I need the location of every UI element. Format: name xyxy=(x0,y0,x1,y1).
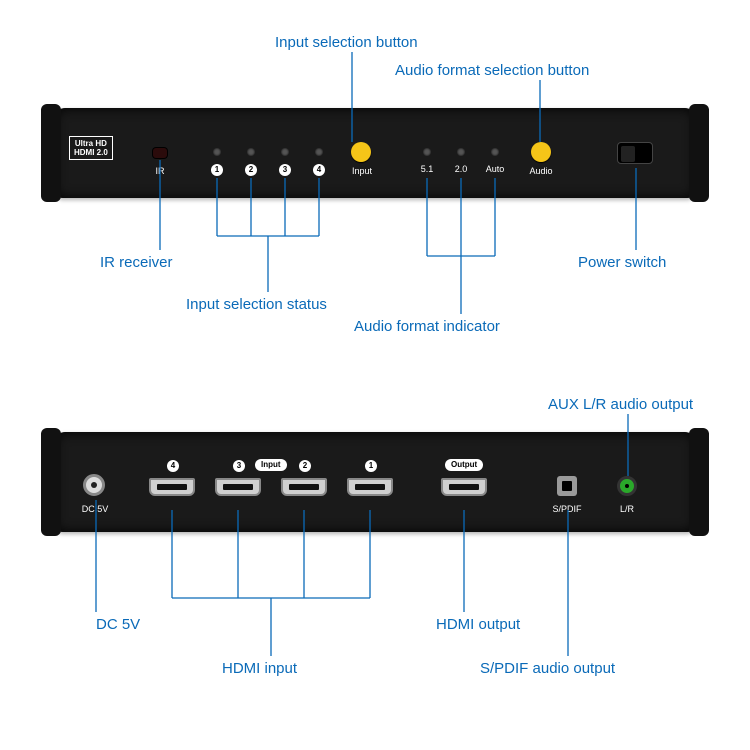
callout-dc5v: DC 5V xyxy=(96,616,140,633)
audio-led-51 xyxy=(423,148,431,156)
callout-hdmi-in: HDMI input xyxy=(222,660,297,677)
hdmi-output xyxy=(441,478,487,496)
hdmi-in-3 xyxy=(215,478,261,496)
output-pill: Output xyxy=(445,459,483,471)
audio-led-auto xyxy=(491,148,499,156)
input-led-3 xyxy=(281,148,289,156)
input-select-button[interactable] xyxy=(351,142,371,162)
input-num-3: 3 xyxy=(279,164,291,176)
callout-audio-sel-btn: Audio format selection button xyxy=(395,62,589,79)
ir-receiver xyxy=(153,148,167,158)
input-led-2 xyxy=(247,148,255,156)
audio-mode-auto: Auto xyxy=(481,164,509,174)
spdif-label: S/PDIF xyxy=(547,504,587,514)
hdmi-in-4 xyxy=(149,478,195,496)
dc-label: DC 5V xyxy=(77,504,113,514)
input-num-4: 4 xyxy=(313,164,325,176)
dc-jack xyxy=(83,474,105,496)
audio-mode-51: 5.1 xyxy=(415,164,439,174)
callout-ir-receiver: IR receiver xyxy=(100,254,173,271)
hdmi-num-3: 3 xyxy=(233,460,245,472)
hdmi-in-1 xyxy=(347,478,393,496)
hdmi-num-1: 1 xyxy=(365,460,377,472)
power-switch[interactable] xyxy=(617,142,653,164)
input-pill: Input xyxy=(255,459,287,471)
callout-input-status: Input selection status xyxy=(186,296,327,313)
hdmi-num-4: 4 xyxy=(167,460,179,472)
audio-led-20 xyxy=(457,148,465,156)
lr-label: L/R xyxy=(611,504,643,514)
audio-select-button[interactable] xyxy=(531,142,551,162)
callout-aux-out: AUX L/R audio output xyxy=(548,396,693,413)
callout-input-sel-btn: Input selection button xyxy=(275,34,418,51)
input-num-1: 1 xyxy=(211,164,223,176)
spdif-port xyxy=(557,476,577,496)
hdmi-in-2 xyxy=(281,478,327,496)
input-led-4 xyxy=(315,148,323,156)
badge-line2: HDMI 2.0 xyxy=(74,148,108,157)
callout-hdmi-out: HDMI output xyxy=(436,616,520,633)
device-front-panel: Ultra HD HDMI 2.0 IR 1 2 3 4 Input 5.1 2… xyxy=(55,108,695,198)
ultra-hd-badge: Ultra HD HDMI 2.0 xyxy=(69,136,113,160)
badge-line1: Ultra HD xyxy=(75,139,107,148)
input-led-1 xyxy=(213,148,221,156)
callout-spdif-out: S/PDIF audio output xyxy=(480,660,615,677)
hdmi-num-2: 2 xyxy=(299,460,311,472)
audio-mode-20: 2.0 xyxy=(449,164,473,174)
aux-jack xyxy=(617,476,637,496)
ir-label: IR xyxy=(151,166,169,176)
audio-btn-label: Audio xyxy=(523,166,559,176)
callout-audio-indicator: Audio format indicator xyxy=(354,318,500,335)
callout-power-switch: Power switch xyxy=(578,254,666,271)
input-num-2: 2 xyxy=(245,164,257,176)
device-back-panel: DC 5V 4 3 2 1 Input Output S/PDIF L/R xyxy=(55,432,695,532)
input-btn-label: Input xyxy=(345,166,379,176)
